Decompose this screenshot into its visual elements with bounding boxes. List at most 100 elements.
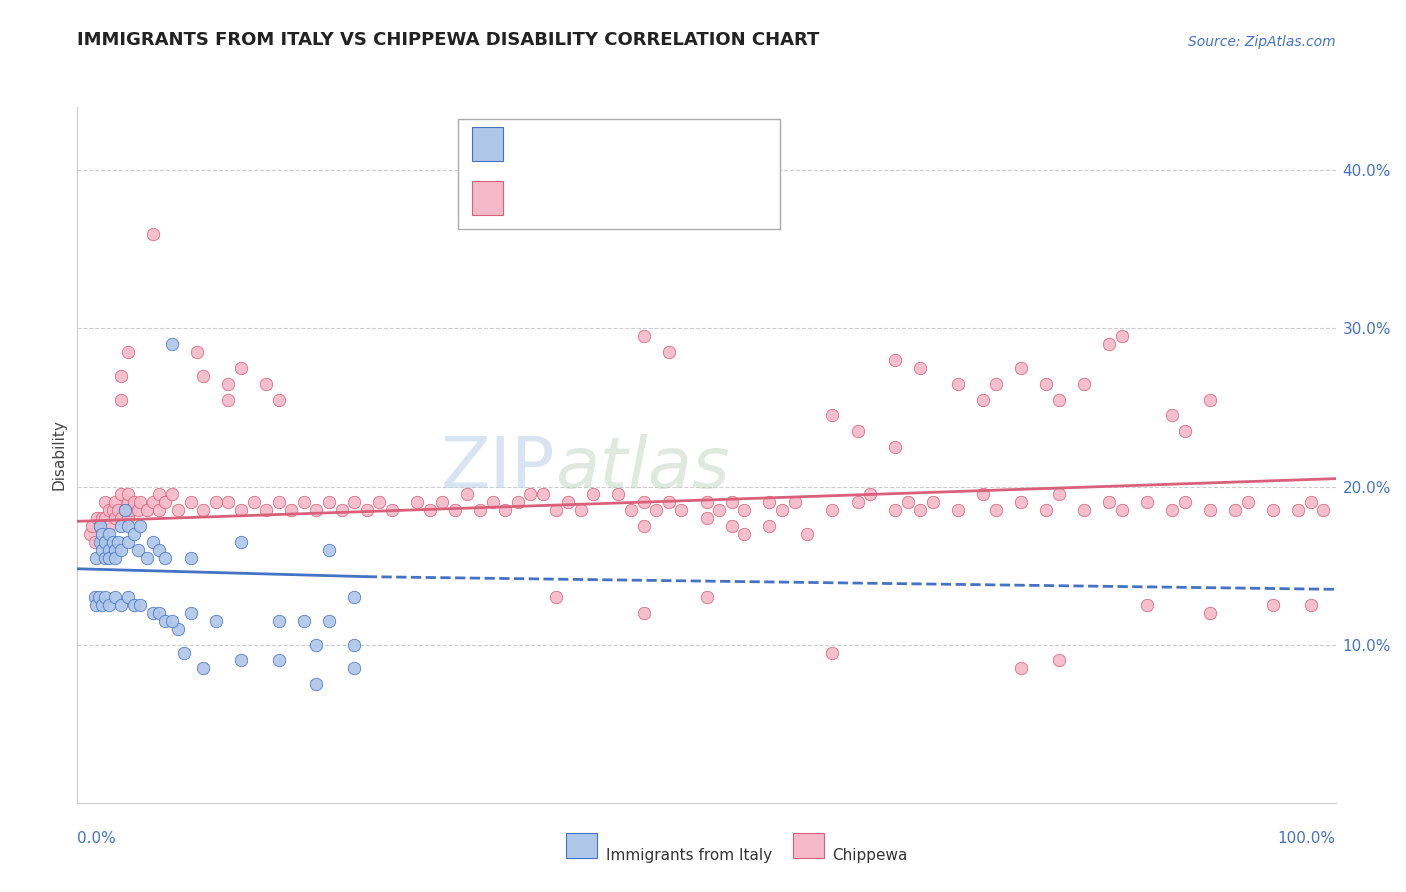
Point (160, 337, 183, 351)
Point (696, 511, 718, 525)
Point (318, 614, 340, 628)
Point (343, 661, 366, 675)
Point (110, 542, 132, 557)
Point (821, 503, 844, 517)
Point (305, 503, 328, 517)
Point (117, 495, 139, 509)
Point (910, 360, 932, 375)
Point (972, 487, 994, 501)
Point (104, 550, 127, 565)
Point (720, 519, 742, 533)
Point (148, 606, 170, 620)
Point (84, 598, 107, 612)
Point (135, 550, 157, 565)
Point (107, 503, 129, 517)
Point (160, 614, 183, 628)
Point (267, 392, 290, 407)
Point (506, 495, 529, 509)
Point (148, 542, 170, 557)
Point (984, 376, 1007, 391)
Point (1161, 503, 1184, 517)
Point (167, 622, 190, 636)
Point (191, 368, 215, 383)
Text: Chippewa: Chippewa (832, 848, 908, 863)
Point (117, 345, 139, 359)
Point (633, 495, 655, 509)
Point (204, 495, 226, 509)
Point (720, 495, 742, 509)
Point (127, 542, 149, 557)
Point (582, 487, 605, 501)
Point (633, 329, 655, 343)
Point (217, 495, 239, 509)
Point (381, 503, 404, 517)
Point (97, 527, 120, 541)
Point (406, 495, 429, 509)
Point (707, 503, 730, 517)
Point (122, 527, 145, 541)
Point (557, 495, 579, 509)
Point (1136, 598, 1159, 612)
Point (468, 503, 491, 517)
Point (1136, 495, 1159, 509)
Text: Immigrants from Italy: Immigrants from Italy (606, 848, 772, 863)
Point (117, 534, 139, 549)
Point (343, 591, 366, 605)
Point (419, 503, 441, 517)
Point (97, 542, 120, 557)
Point (696, 591, 718, 605)
Point (110, 511, 132, 525)
Point (633, 519, 655, 533)
Point (783, 495, 806, 509)
Point (318, 495, 340, 509)
Point (280, 503, 302, 517)
Point (1161, 409, 1184, 423)
Point (84, 591, 107, 605)
Point (1010, 661, 1032, 675)
Point (1174, 495, 1197, 509)
Point (1198, 606, 1220, 620)
Point (135, 503, 157, 517)
Point (620, 503, 643, 517)
Point (494, 503, 516, 517)
Point (645, 503, 668, 517)
Point (1035, 503, 1057, 517)
Point (733, 503, 755, 517)
Point (204, 614, 226, 628)
Point (1261, 598, 1284, 612)
Point (97, 550, 120, 565)
Point (456, 487, 478, 501)
Text: IMMIGRANTS FROM ITALY VS CHIPPEWA DISABILITY CORRELATION CHART: IMMIGRANTS FROM ITALY VS CHIPPEWA DISABI… (77, 31, 820, 49)
Point (1010, 360, 1032, 375)
Point (658, 345, 681, 359)
Point (110, 598, 132, 612)
Point (444, 503, 467, 517)
Point (104, 511, 127, 525)
Text: R = -0.015   N = 30: R = -0.015 N = 30 (515, 136, 665, 152)
Y-axis label: Disability: Disability (51, 419, 66, 491)
Point (821, 646, 844, 660)
Point (229, 360, 252, 375)
Point (142, 495, 165, 509)
Point (82, 519, 104, 533)
Point (796, 527, 818, 541)
Point (127, 503, 149, 517)
Point (186, 345, 208, 359)
Point (87, 591, 110, 605)
Point (117, 511, 139, 525)
Point (671, 503, 693, 517)
Point (1047, 392, 1070, 407)
Point (173, 646, 195, 660)
Point (110, 392, 132, 407)
Point (180, 550, 202, 565)
Point (89, 519, 111, 533)
Point (122, 495, 145, 509)
Point (607, 487, 630, 501)
Point (142, 606, 165, 620)
Point (167, 503, 190, 517)
Point (1261, 503, 1284, 517)
Point (155, 614, 177, 628)
Point (89, 519, 111, 533)
Point (94, 511, 117, 525)
Point (1047, 653, 1070, 667)
